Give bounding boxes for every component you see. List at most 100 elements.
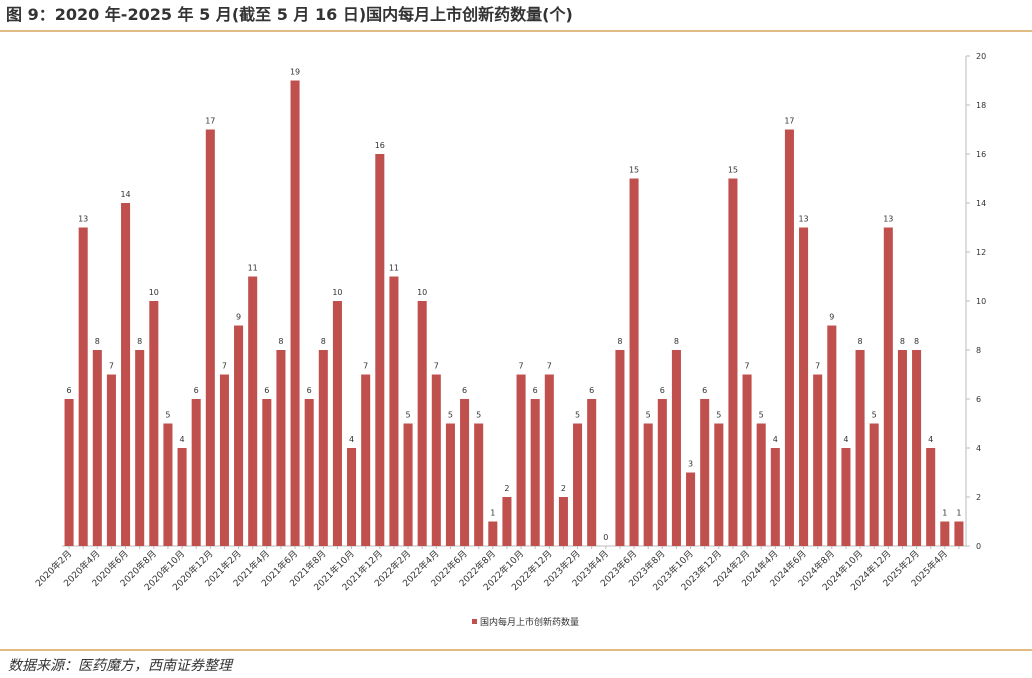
bar	[714, 423, 724, 546]
value-label: 8	[617, 337, 622, 346]
value-label: 3	[688, 460, 693, 469]
bar	[135, 350, 145, 546]
value-label: 6	[702, 386, 707, 395]
bar	[954, 521, 964, 546]
legend-swatch	[472, 619, 477, 624]
bar	[516, 374, 526, 546]
bar	[318, 350, 328, 546]
bar	[686, 472, 696, 546]
value-label: 14	[120, 190, 130, 199]
value-label: 1	[490, 509, 495, 518]
bar	[361, 374, 371, 546]
value-label: 4	[843, 435, 848, 444]
value-label: 10	[149, 288, 159, 297]
value-label: 7	[815, 362, 820, 371]
y-tick-label: 18	[976, 101, 986, 110]
y-tick-label: 12	[976, 248, 986, 257]
bar	[813, 374, 823, 546]
bar	[92, 350, 102, 546]
value-label: 15	[728, 166, 738, 175]
bar	[912, 350, 922, 546]
value-label: 1	[942, 509, 947, 518]
value-label: 6	[589, 386, 594, 395]
value-label: 8	[278, 337, 283, 346]
value-label: 5	[448, 411, 453, 420]
value-label: 7	[222, 362, 227, 371]
bar	[784, 129, 794, 546]
bar	[445, 423, 455, 546]
value-label: 11	[389, 264, 399, 273]
bar	[587, 399, 597, 546]
value-label: 10	[332, 288, 342, 297]
bar	[219, 374, 229, 546]
value-label: 5	[165, 411, 170, 420]
value-label: 17	[784, 117, 794, 126]
y-tick-label: 20	[976, 52, 986, 61]
value-label: 7	[434, 362, 439, 371]
value-label: 5	[872, 411, 877, 420]
value-label: 8	[900, 337, 905, 346]
bar	[615, 350, 625, 546]
value-label: 1	[956, 509, 961, 518]
bar	[78, 227, 88, 546]
bar	[332, 301, 342, 546]
y-tick-label: 4	[976, 444, 981, 453]
bar	[234, 325, 244, 546]
value-label: 4	[928, 435, 933, 444]
bar	[205, 129, 215, 546]
bar	[375, 154, 385, 546]
value-label: 5	[716, 411, 721, 420]
bar	[248, 276, 258, 546]
value-label: 4	[349, 435, 354, 444]
value-label: 5	[575, 411, 580, 420]
y-tick-label: 10	[976, 297, 986, 306]
chart-title: 图 9：2020 年-2025 年 5 月(截至 5 月 16 日)国内每月上市…	[6, 5, 573, 24]
bar	[671, 350, 681, 546]
bar	[728, 178, 738, 546]
value-label: 7	[519, 362, 524, 371]
y-tick-label: 14	[976, 199, 986, 208]
value-label: 19	[290, 68, 300, 77]
bar	[558, 497, 568, 546]
value-label: 8	[95, 337, 100, 346]
value-label: 17	[205, 117, 215, 126]
value-label: 6	[264, 386, 269, 395]
bar	[897, 350, 907, 546]
bar	[347, 448, 357, 546]
value-label: 7	[109, 362, 114, 371]
value-label: 5	[476, 411, 481, 420]
value-label: 4	[180, 435, 185, 444]
bar	[756, 423, 766, 546]
bar	[883, 227, 893, 546]
value-label: 9	[829, 313, 834, 322]
value-label: 8	[858, 337, 863, 346]
value-label: 2	[561, 484, 566, 493]
source-note: 数据来源：医药魔方，西南证券整理	[8, 658, 234, 674]
value-label: 5	[406, 411, 411, 420]
y-tick-label: 16	[976, 150, 986, 159]
y-tick-label: 0	[976, 542, 981, 551]
y-tick-label: 6	[976, 395, 981, 404]
bar	[770, 448, 780, 546]
bar	[64, 399, 74, 546]
value-label: 7	[745, 362, 750, 371]
bar	[926, 448, 936, 546]
value-label: 6	[67, 386, 72, 395]
legend-label: 国内每月上市创新药数量	[480, 616, 579, 628]
bar	[177, 448, 187, 546]
bar	[262, 399, 272, 546]
bar	[460, 399, 470, 546]
bar	[799, 227, 809, 546]
bar	[700, 399, 710, 546]
bar	[191, 399, 201, 546]
value-label: 2	[504, 484, 509, 493]
bar	[403, 423, 413, 546]
bar	[121, 203, 131, 546]
value-label: 4	[773, 435, 778, 444]
value-label: 8	[137, 337, 142, 346]
value-label: 6	[307, 386, 312, 395]
value-label: 10	[417, 288, 427, 297]
value-label: 13	[78, 215, 88, 224]
bar	[742, 374, 752, 546]
